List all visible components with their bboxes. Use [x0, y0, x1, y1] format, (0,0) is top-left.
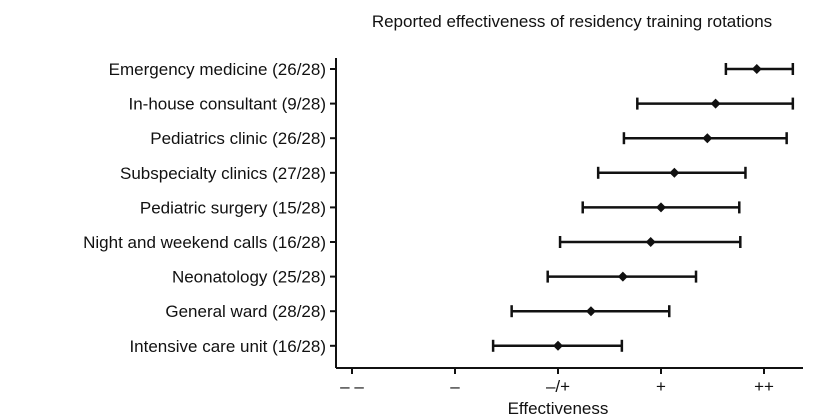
y-tick-label: Night and weekend calls (16/28): [83, 233, 326, 252]
y-tick-label: Pediatric surgery (15/28): [140, 198, 326, 217]
mean-marker: [656, 202, 666, 213]
y-tick-label: Intensive care unit (16/28): [129, 337, 326, 356]
x-tick-label: –/+: [546, 377, 570, 396]
mean-marker: [617, 271, 628, 282]
x-tick-label: –: [450, 377, 460, 396]
mean-marker: [669, 167, 680, 178]
y-tick-label: Subspecialty clinics (27/28): [120, 164, 326, 183]
y-tick-label: General ward (28/28): [165, 302, 326, 321]
mean-marker: [710, 98, 721, 109]
x-tick-label: ++: [754, 377, 774, 396]
mean-marker: [645, 237, 656, 247]
x-tick-label: +: [656, 377, 666, 396]
chart-title: Reported effectiveness of residency trai…: [372, 12, 772, 31]
y-tick-label: In-house consultant (9/28): [128, 95, 326, 114]
mean-marker: [751, 64, 762, 74]
mean-marker: [702, 133, 713, 144]
y-tick-label: Neonatology (25/28): [172, 268, 326, 287]
mean-marker: [585, 306, 596, 317]
x-axis-label: Effectiveness: [508, 399, 609, 418]
y-tick-label: Pediatrics clinic (26/28): [150, 129, 326, 148]
x-tick-label: – –: [340, 377, 364, 396]
mean-marker: [553, 340, 563, 351]
y-tick-label: Emergency medicine (26/28): [109, 60, 326, 79]
